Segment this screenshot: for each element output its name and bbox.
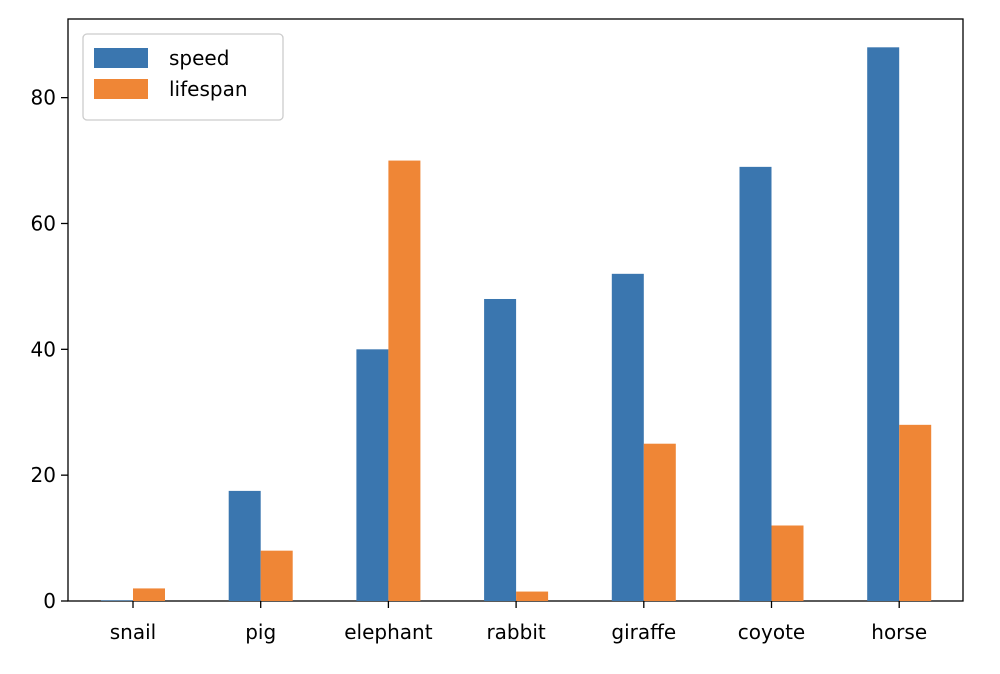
y-tick-label: 20 xyxy=(31,463,56,487)
bar-lifespan-giraffe xyxy=(643,443,676,601)
bar-speed-elephant xyxy=(356,349,389,601)
x-tick-label: coyote xyxy=(738,620,805,644)
bar-speed-rabbit xyxy=(484,298,517,601)
x-tick-label: rabbit xyxy=(486,620,545,644)
bar-speed-snail xyxy=(101,600,133,601)
x-tick-label: snail xyxy=(110,620,156,644)
bar-speed-coyote xyxy=(739,166,772,601)
y-tick-label: 40 xyxy=(31,337,56,361)
x-tick-label: elephant xyxy=(344,620,432,644)
y-tick-label: 60 xyxy=(31,211,56,235)
legend-swatch-speed xyxy=(94,48,148,68)
legend-swatch-lifespan xyxy=(94,79,148,99)
bar-lifespan-snail xyxy=(133,588,165,601)
y-tick-label: 0 xyxy=(43,589,56,613)
x-tick-label: horse xyxy=(871,620,927,644)
legend-label-lifespan: lifespan xyxy=(169,77,248,101)
bars-group xyxy=(101,47,932,601)
bar-lifespan-coyote xyxy=(771,525,804,601)
bar-lifespan-elephant xyxy=(388,160,421,601)
x-tick-label: giraffe xyxy=(611,620,676,644)
bar-lifespan-rabbit xyxy=(516,591,549,601)
legend-label-speed: speed xyxy=(169,46,229,70)
x-axis: snail pig elephant rabbit giraffe coyote horse xyxy=(110,601,927,644)
bar-speed-horse xyxy=(867,47,900,601)
bar-lifespan-pig xyxy=(260,550,293,601)
bar-speed-pig xyxy=(228,490,261,601)
y-tick-label: 80 xyxy=(31,86,56,110)
legend: speed lifespan xyxy=(82,33,284,121)
x-tick-label: pig xyxy=(245,620,276,644)
bar-lifespan-horse xyxy=(899,424,932,601)
bar-speed-giraffe xyxy=(611,273,644,601)
y-axis: 0 20 40 60 80 xyxy=(31,86,68,613)
